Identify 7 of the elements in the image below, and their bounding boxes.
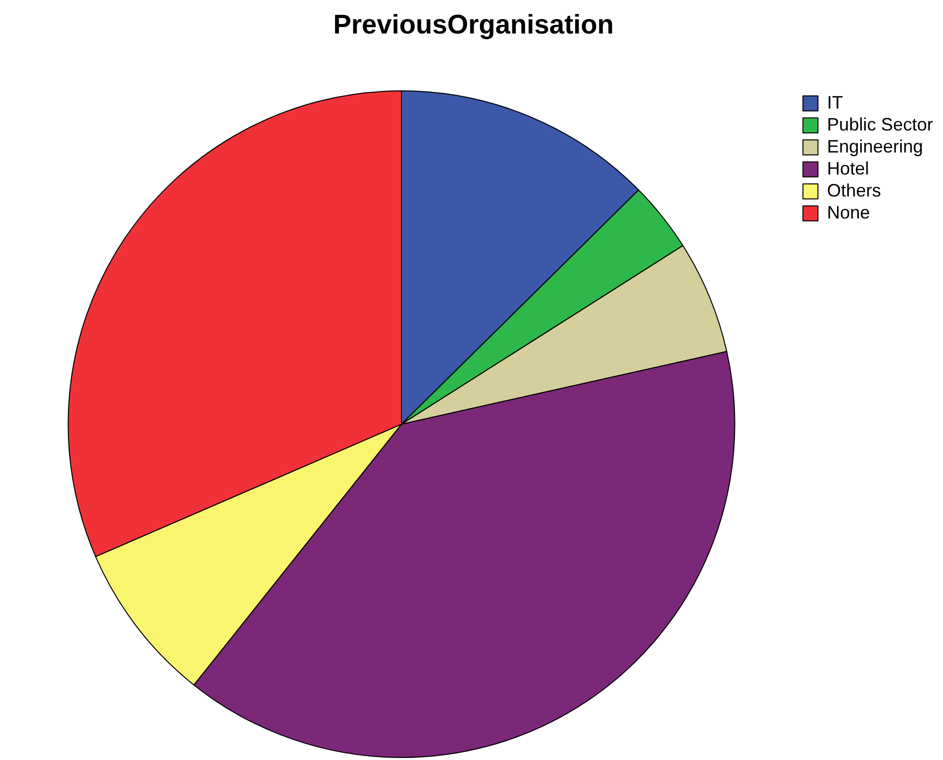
legend-label: Engineering (826, 136, 924, 156)
legend-label: IT (826, 92, 843, 112)
legend-label: Others (826, 180, 881, 200)
chart-title: PreviousOrganisation (333, 10, 614, 40)
legend-label: Hotel (826, 158, 869, 178)
legend-label: Public Sector (826, 114, 934, 134)
legend-label: None (826, 202, 870, 222)
